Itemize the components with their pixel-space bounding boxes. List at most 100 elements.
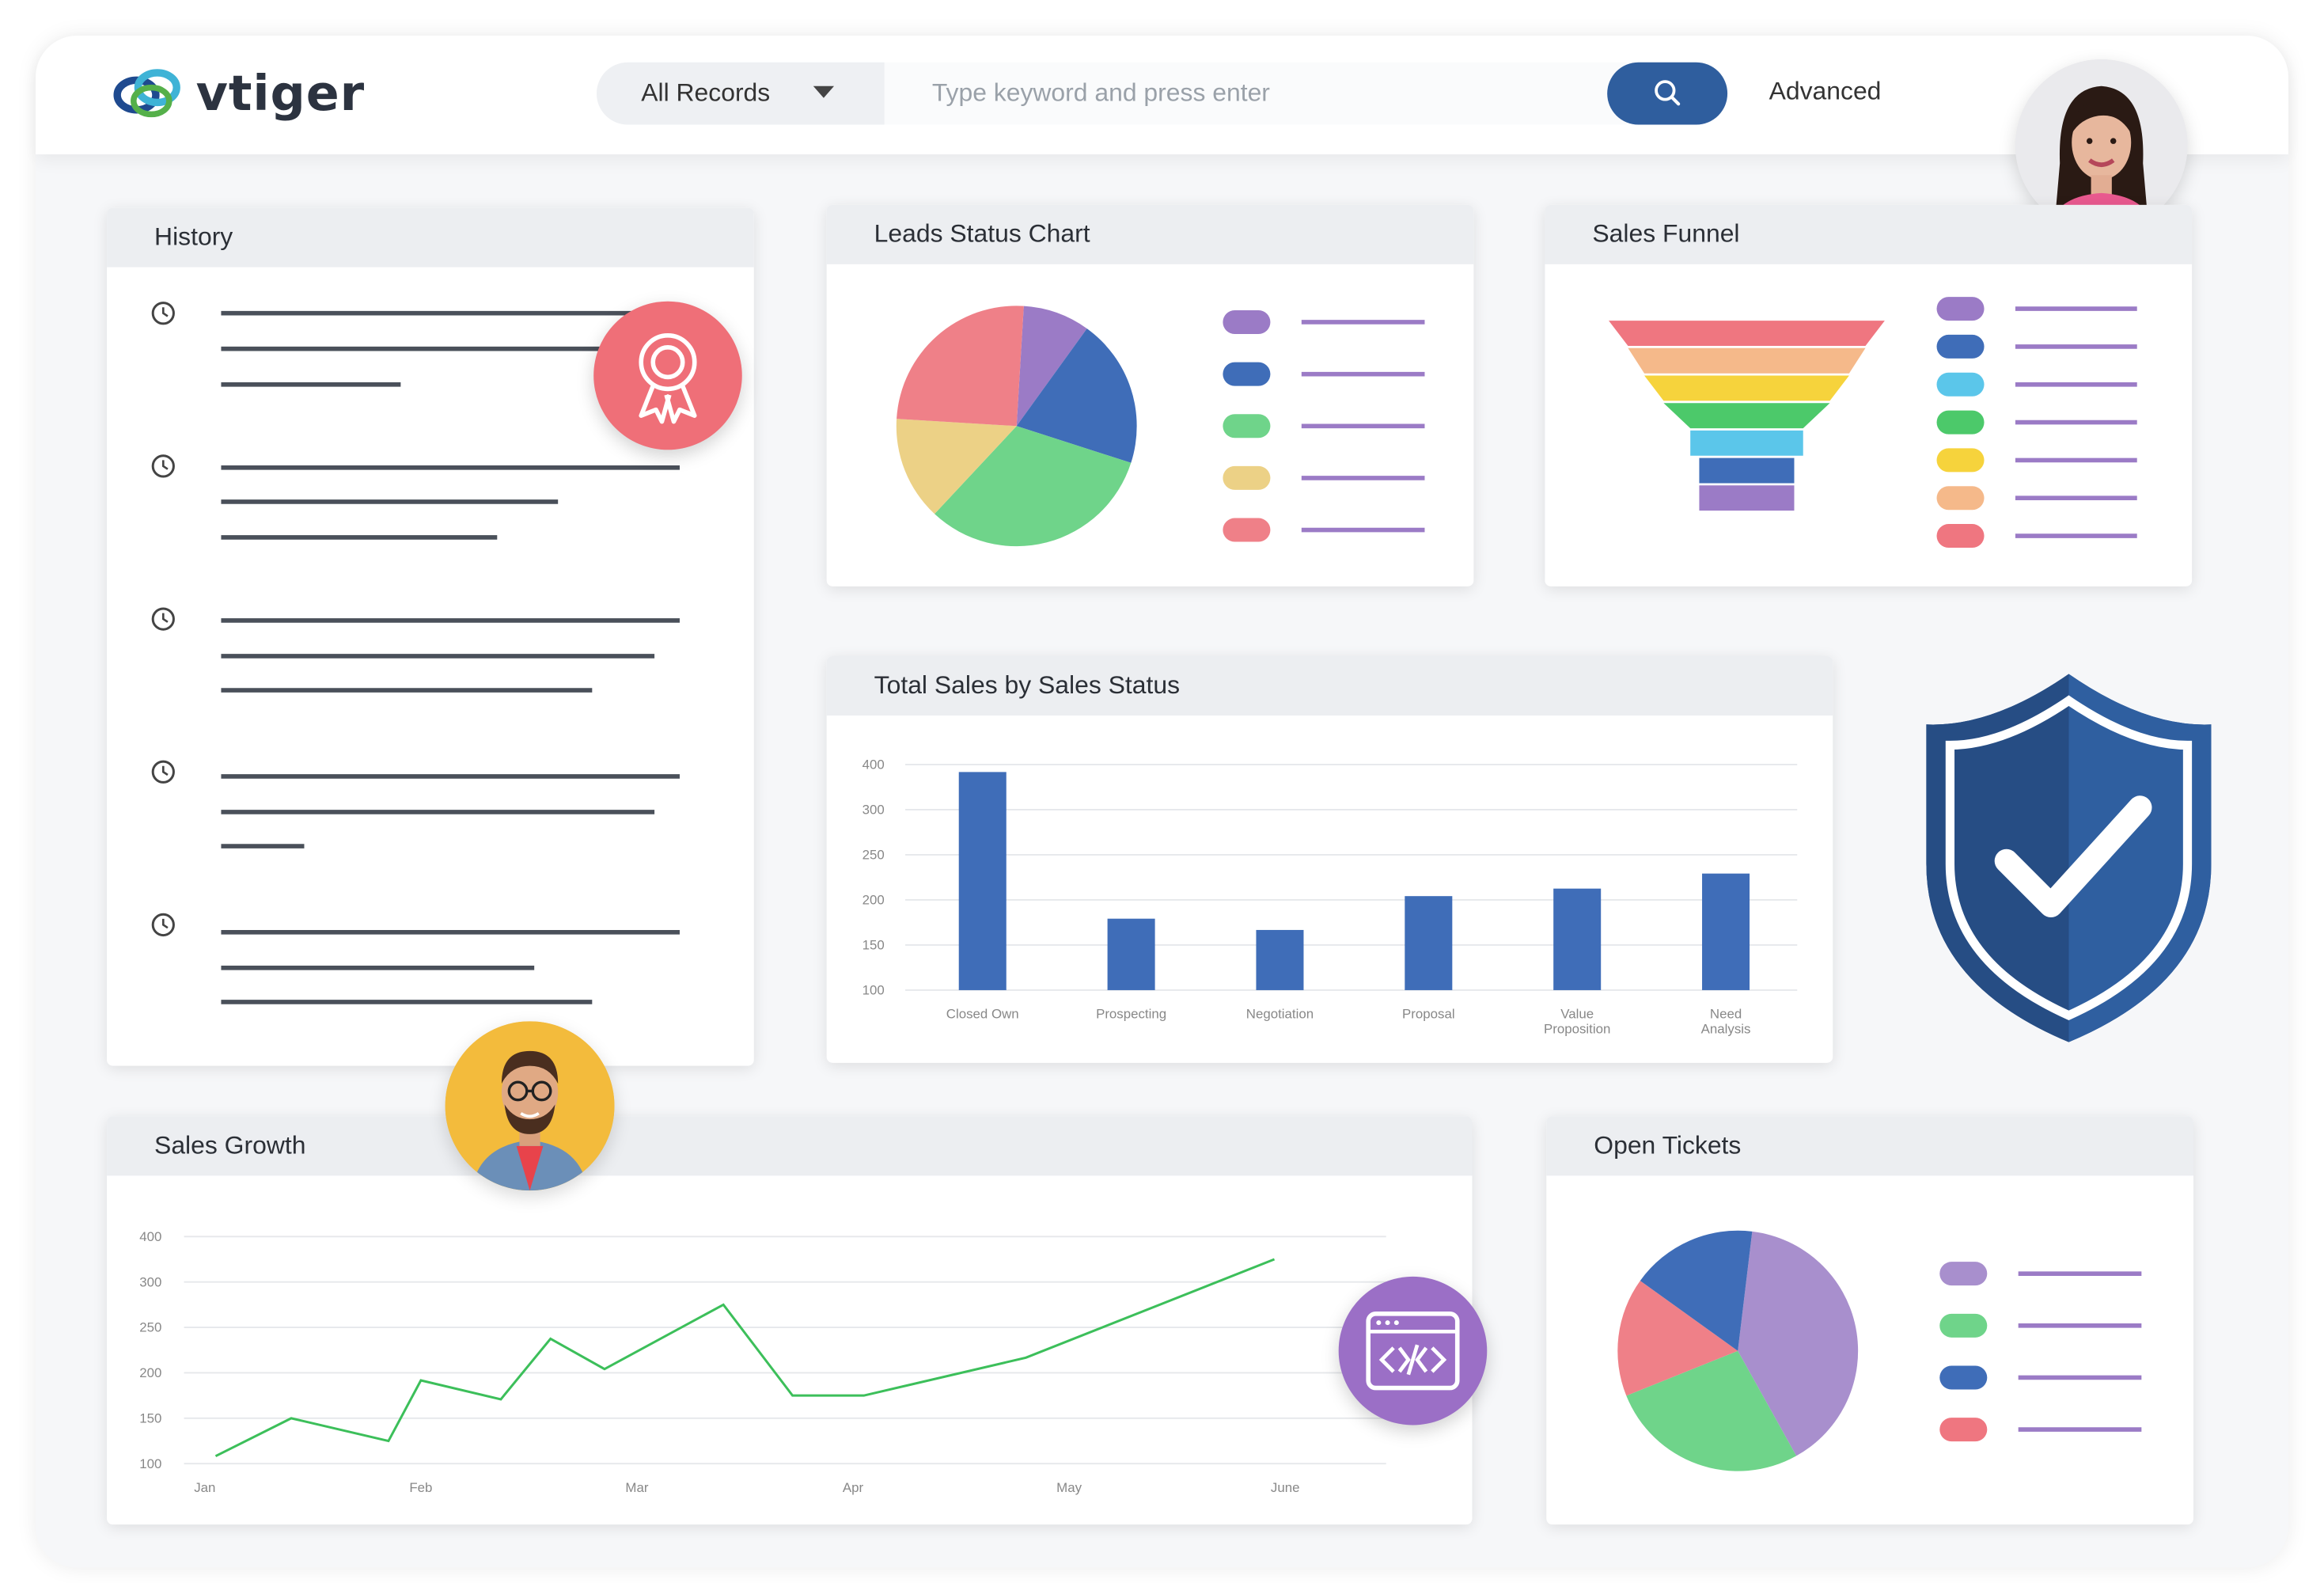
y-tick-label: 100 (139, 1456, 161, 1471)
legend-swatch (1936, 410, 1985, 435)
search-icon (1654, 80, 1680, 106)
legend-swatch (1939, 1365, 1988, 1390)
bar (1553, 888, 1602, 990)
legend-swatch (1936, 334, 1985, 359)
x-tick-label: Negotiation (1246, 1007, 1314, 1022)
bar (1702, 873, 1750, 990)
pie-slice (1626, 1350, 1797, 1471)
pie-slice (1617, 1281, 1738, 1396)
caret-down-icon (813, 85, 835, 98)
search-input[interactable]: Type keyword and press enter (884, 62, 1627, 125)
history-entry[interactable] (151, 607, 680, 693)
x-tick-label: Apr (843, 1480, 864, 1495)
y-tick-label: 200 (139, 1365, 161, 1380)
advanced-search-link[interactable]: Advanced (1769, 77, 1882, 106)
bar (1256, 929, 1304, 990)
sales-growth-chart[interactable]: 400 300 250 200 150 100 Jan Feb Mar Apr May June (107, 1175, 1472, 1524)
developer-code-badge[interactable] (1338, 1276, 1488, 1425)
award-ribbon-icon (639, 333, 697, 424)
total-sales-chart[interactable]: 400 300 250 200 150 100 Closed Own Prospecting N… (827, 716, 1833, 1063)
pie-slice (935, 426, 1132, 547)
y-tick-label: 300 (139, 1274, 161, 1289)
y-tick-label: 400 (862, 757, 885, 773)
history-entry[interactable] (151, 913, 680, 1004)
clock-icon (151, 302, 175, 325)
bar (1107, 918, 1155, 990)
clock-icon (151, 913, 175, 937)
pie-slice (1640, 1230, 1753, 1351)
funnel-stage (1644, 375, 1849, 401)
clock-icon (151, 760, 175, 784)
sales-funnel-card: Sales Funnel (1545, 204, 2193, 587)
open-tickets-chart[interactable] (1546, 1175, 2193, 1524)
man-portrait-icon (445, 1021, 615, 1191)
legend-swatch (1936, 297, 1985, 321)
history-list (151, 302, 680, 1004)
sales-funnel-title: Sales Funnel (1545, 204, 2193, 264)
y-tick-label: 400 (139, 1229, 161, 1244)
open-tickets-title: Open Tickets (1546, 1116, 2193, 1176)
x-tick-label: Need (1710, 1007, 1742, 1022)
history-entry[interactable] (151, 302, 680, 387)
x-tick-label: Value (1560, 1007, 1594, 1022)
record-filter-dropdown[interactable]: All Records (596, 62, 885, 125)
user-avatar-man[interactable] (445, 1021, 615, 1191)
legend-swatch (1939, 1262, 1988, 1286)
x-tick-label: Feb (409, 1480, 432, 1495)
series-line (214, 1258, 1276, 1458)
sales-funnel-chart[interactable] (1545, 264, 2192, 587)
funnel-stage (1699, 457, 1795, 484)
open-tickets-card: Open Tickets (1546, 1116, 2193, 1525)
funnel-stage (1663, 403, 1830, 429)
history-entry[interactable] (151, 454, 680, 540)
pie-slice (1016, 306, 1087, 427)
sales-growth-title: Sales Growth (107, 1116, 1473, 1176)
legend-swatch (1939, 1313, 1988, 1338)
vtiger-logo[interactable]: vtiger (113, 59, 366, 125)
funnel-stage (1628, 347, 1866, 374)
y-tick-label: 150 (139, 1410, 161, 1425)
clock-icon (151, 607, 175, 631)
history-entry[interactable] (151, 760, 680, 848)
bar (958, 772, 1007, 990)
legend-swatch (1936, 448, 1985, 473)
legend-swatch (1939, 1418, 1988, 1442)
x-tick-label: Mar (625, 1480, 648, 1495)
history-title: History (107, 207, 754, 268)
total-sales-title: Total Sales by Sales Status (826, 655, 1833, 716)
leads-status-card: Leads Status Chart (826, 204, 1474, 587)
global-search: All Records Type keyword and press enter (596, 62, 1728, 125)
legend-swatch (1223, 465, 1271, 490)
funnel-stage (1609, 321, 1885, 346)
x-tick-label: June (1271, 1480, 1300, 1495)
vtiger-logo-icon (113, 69, 180, 118)
y-tick-label: 150 (862, 938, 885, 953)
funnel-stage (1690, 430, 1803, 456)
sales-growth-card: Sales Growth 400 300 250 200 150 100 Jan Feb Mar… (107, 1116, 1473, 1525)
x-tick-label: Closed Own (946, 1007, 1019, 1022)
security-shield (1924, 671, 2215, 1046)
search-button[interactable] (1607, 62, 1728, 125)
legend-swatch (1223, 518, 1271, 542)
legend-swatch (1936, 524, 1985, 549)
pie-slice (1016, 328, 1137, 463)
leads-status-chart[interactable] (827, 264, 1474, 587)
search-placeholder: Type keyword and press enter (931, 78, 1270, 108)
y-tick-label: 250 (139, 1320, 161, 1335)
x-tick-label: May (1056, 1480, 1082, 1495)
x-tick-label: Proposal (1402, 1007, 1455, 1022)
pie-slice (896, 419, 1017, 514)
code-window-icon (1366, 1312, 1460, 1391)
y-tick-label: 300 (862, 803, 885, 818)
legend-swatch (1223, 414, 1271, 438)
award-badge[interactable] (593, 301, 742, 450)
shield-check-icon (1926, 674, 2212, 1042)
x-tick-label: Prospecting (1096, 1007, 1166, 1022)
pie-slice (1738, 1231, 1859, 1456)
legend-swatch (1936, 486, 1985, 511)
x-tick-label: Jan (194, 1480, 215, 1495)
total-sales-card: Total Sales by Sales Status 400 300 250 200… (826, 655, 1833, 1063)
legend-swatch (1936, 372, 1985, 397)
x-tick-label: Proposition (1544, 1021, 1610, 1036)
bar (1405, 896, 1453, 990)
